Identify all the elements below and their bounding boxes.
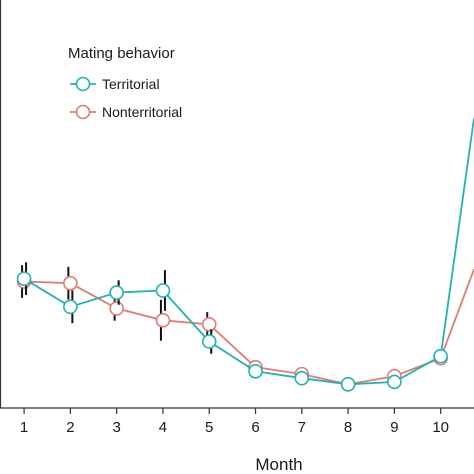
data-point xyxy=(63,275,78,291)
data-point xyxy=(109,301,124,316)
legend: Mating behavior Territorial Nonterritoria… xyxy=(68,45,182,120)
data-point xyxy=(63,299,78,315)
x-tick-label: 7 xyxy=(298,419,306,436)
data-point xyxy=(16,271,32,286)
series-line xyxy=(23,118,474,386)
plot-frame xyxy=(0,0,474,409)
legend-key-marker xyxy=(75,104,91,120)
data-point xyxy=(433,348,448,364)
x-ticks: 1 2 3 4 5 6 7 8 9 10 xyxy=(20,408,449,436)
series-territorial xyxy=(16,118,474,392)
series-layer xyxy=(16,118,474,392)
data-point xyxy=(387,374,402,390)
legend-label: Territorial xyxy=(102,76,160,92)
data-point xyxy=(340,377,356,392)
x-tick-label: 3 xyxy=(112,419,120,436)
legend-title: Mating behavior xyxy=(68,45,175,62)
data-point xyxy=(155,312,171,328)
data-point xyxy=(155,283,171,298)
series-nonterritorial xyxy=(16,265,474,392)
x-axis-title: Month xyxy=(255,455,302,474)
data-point xyxy=(294,370,310,386)
x-tick-label: 4 xyxy=(159,419,167,436)
x-tick-label: 5 xyxy=(205,419,213,436)
x-tick-label: 1 xyxy=(20,419,28,436)
data-point xyxy=(201,317,217,332)
data-point xyxy=(109,285,124,300)
legend-key-marker xyxy=(75,76,91,92)
data-point xyxy=(248,363,263,379)
x-tick-label: 10 xyxy=(432,419,449,436)
legend-items: Territorial Nonterritorial xyxy=(70,76,182,120)
legend-label: Nonterritorial xyxy=(102,104,182,120)
x-tick-label: 6 xyxy=(251,419,259,436)
x-tick-label: 8 xyxy=(344,419,352,436)
data-point xyxy=(201,334,217,349)
x-tick-label: 9 xyxy=(390,419,398,436)
x-tick-label: 2 xyxy=(66,419,74,436)
